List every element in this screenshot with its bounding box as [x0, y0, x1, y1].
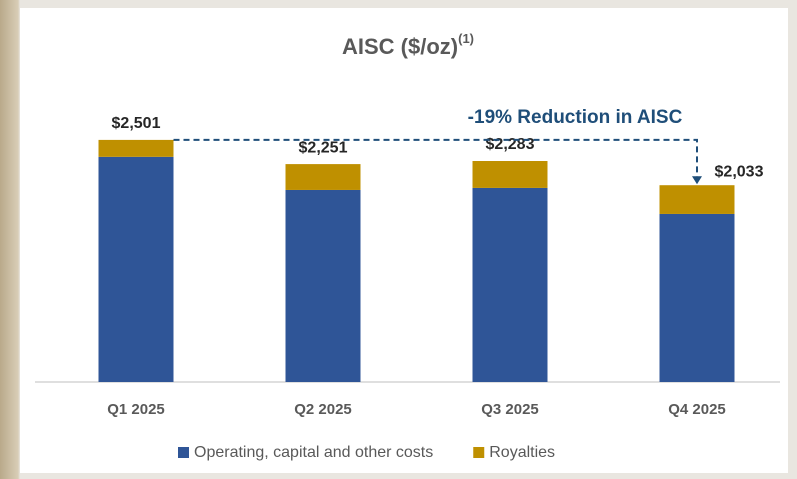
title-text: AISC ($/oz): [342, 34, 458, 59]
bar-segment: [472, 187, 548, 382]
legend-label: Operating, capital and other costs: [194, 444, 433, 461]
total-label: $2,501: [112, 115, 161, 132]
arrow-head: [692, 176, 702, 185]
legend-swatch: [178, 447, 189, 458]
bar-segment: [472, 161, 548, 188]
bar-segment: [285, 164, 361, 190]
total-label: $2,251: [299, 139, 348, 156]
chart-title: AISC ($/oz)(1): [342, 31, 474, 58]
total-label: $2,283: [486, 136, 535, 153]
title-superscript: (1): [458, 31, 474, 46]
x-tick-label: Q2 2025: [294, 401, 352, 418]
legend-label: Royalties: [489, 444, 555, 461]
bar-segment: [98, 139, 174, 157]
bar-segment: [98, 156, 174, 382]
bar-segment: [659, 185, 735, 214]
x-tick-label: Q4 2025: [668, 401, 726, 418]
legend-swatch: [473, 447, 485, 458]
x-tick-label: Q3 2025: [481, 401, 539, 418]
total-label: $2,033: [715, 163, 764, 180]
bar-segment: [285, 189, 361, 382]
annotation: -19% Reduction in AISC: [468, 107, 683, 128]
x-tick-label: Q1 2025: [107, 401, 165, 418]
reduction-arrow: [173, 138, 698, 178]
bar-segment: [659, 213, 735, 382]
